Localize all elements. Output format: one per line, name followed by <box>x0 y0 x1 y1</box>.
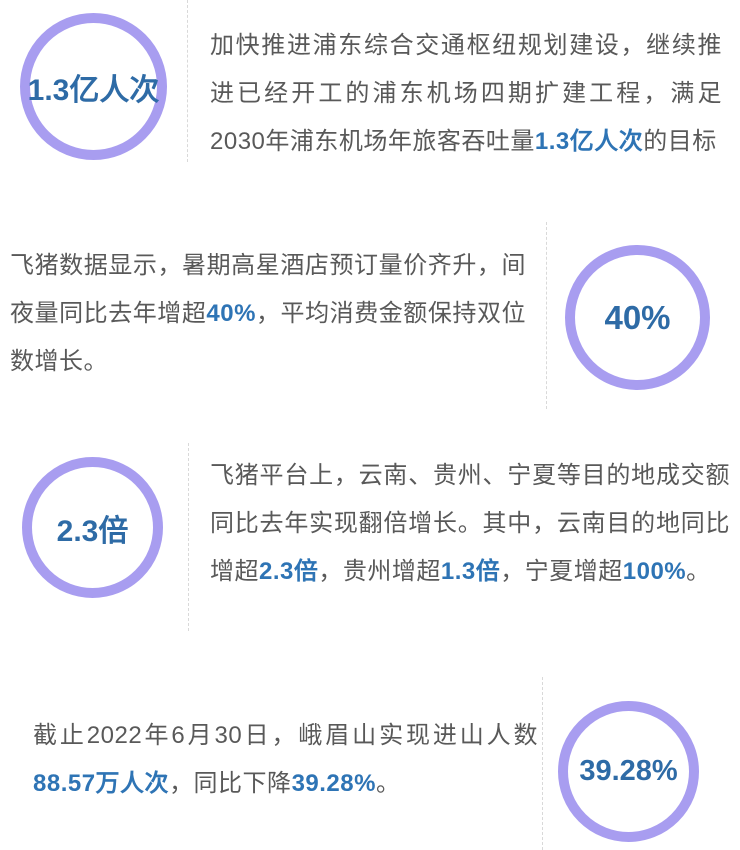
paragraph-hotel-bookings: 飞猪数据显示，暑期高星酒店预订量价齐升，间夜量同比去年增超40%，平均消费金额保… <box>10 242 526 386</box>
paragraph-text: ，同比下降 <box>169 770 292 797</box>
stat-value: 40% <box>604 298 671 336</box>
stat-circle-emeishan-visitors: 39.28% <box>558 701 699 842</box>
stat-circle-pudong-airport: 1.3亿人次 <box>20 13 167 160</box>
highlighted-stat: 88.57万人次 <box>33 770 170 797</box>
paragraph-text: ，平均消费金额保持双位数增长。 <box>10 300 527 375</box>
stat-circle-hotel-bookings: 40% <box>565 245 710 390</box>
highlighted-stat: 1.3亿人次 <box>534 128 644 155</box>
stat-value: 1.3亿人次 <box>27 73 160 107</box>
paragraph-text: 飞猪平台上，云南、贵州、宁夏等目的地成交额同比去年实现翻倍增长。其中，云南目的地… <box>210 462 730 585</box>
paragraph-text: 截止2022年6月30日，峨眉山实现进山人数 <box>33 722 538 749</box>
column-divider <box>546 222 547 409</box>
column-divider <box>188 443 189 631</box>
paragraph-pudong-airport: 加快推进浦东综合交通枢纽规划建设，继续推进已经开工的浦东机场四期扩建工程，满足2… <box>210 22 722 166</box>
stat-value: 39.28% <box>579 755 678 787</box>
highlighted-stat: 2.3倍 <box>259 558 319 585</box>
paragraph-emeishan-visitors: 截止2022年6月30日，峨眉山实现进山人数 88.57万人次，同比下降39.28… <box>33 712 538 808</box>
paragraph-text: 飞猪数据显示，暑期高星酒店预订量价齐升，间夜量同比去年增超 <box>10 252 526 327</box>
highlighted-stat: 40% <box>206 300 256 327</box>
column-divider <box>187 0 188 162</box>
column-divider <box>542 677 543 850</box>
stat-circle-fliggy-destinations: 2.3倍 <box>22 457 163 598</box>
paragraph-text: 。 <box>686 558 711 585</box>
highlighted-stat: 1.3倍 <box>440 558 501 585</box>
paragraph-fliggy-destinations: 飞猪平台上，云南、贵州、宁夏等目的地成交额同比去年实现翻倍增长。其中，云南目的地… <box>210 452 730 596</box>
paragraph-text: 加快推进浦东综合交通枢纽规划建设，继续推进已经开工的浦东机场四期扩建工程，满足2… <box>210 32 722 155</box>
paragraph-text: 的目标 <box>643 128 717 155</box>
stat-value: 2.3倍 <box>56 514 129 548</box>
highlighted-stat: 39.28% <box>291 770 376 797</box>
highlighted-stat: 100% <box>622 558 687 585</box>
paragraph-text: 。 <box>375 770 401 797</box>
paragraph-text: ，贵州增超 <box>318 558 441 585</box>
paragraph-text: ，宁夏增超 <box>500 558 623 585</box>
